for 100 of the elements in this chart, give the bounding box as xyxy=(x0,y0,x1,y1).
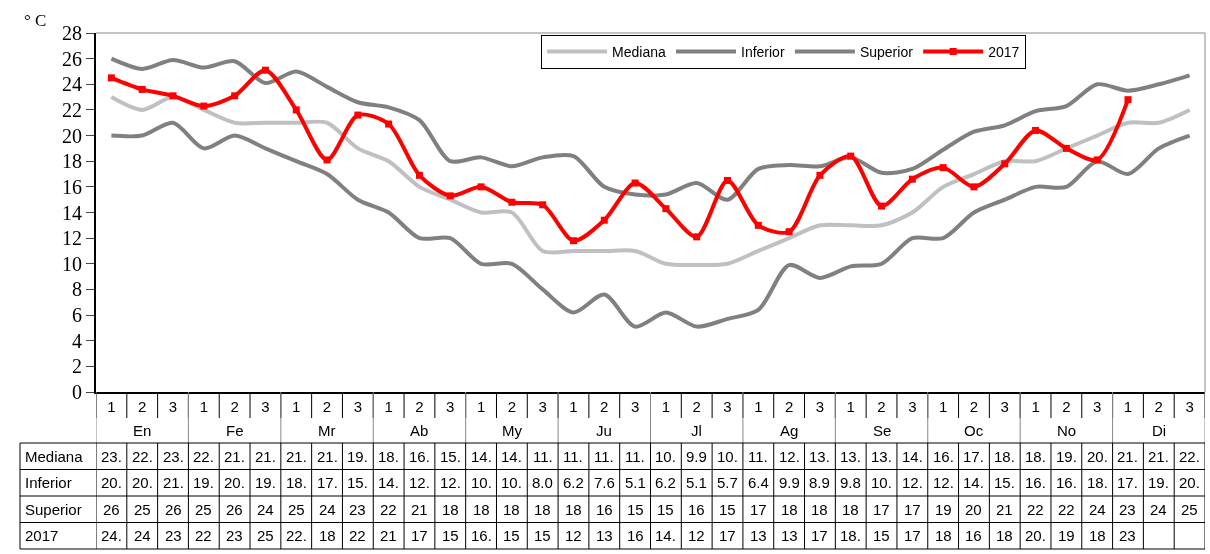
data-label: 22 xyxy=(1027,501,1044,518)
data-label: 22. xyxy=(1179,448,1200,465)
point xyxy=(539,201,547,209)
data-label: 13. xyxy=(840,448,861,465)
data-label: 23. xyxy=(101,448,122,465)
data-label: 21. xyxy=(163,474,184,491)
data-label: 24 xyxy=(257,501,274,518)
y-tick-label: 26 xyxy=(62,47,82,70)
data-label: 24 xyxy=(1089,501,1106,518)
point xyxy=(569,237,577,245)
x-tick-label: 3 xyxy=(1093,398,1102,415)
data-label: 14. xyxy=(902,448,923,465)
data-label: 9.9 xyxy=(779,474,800,491)
data-label: 18. xyxy=(286,474,307,491)
data-label: 17 xyxy=(904,501,921,518)
data-label: 19. xyxy=(255,474,276,491)
data-label: 23 xyxy=(1119,527,1136,544)
data-label: 14. xyxy=(501,448,522,465)
data-label: 26 xyxy=(226,501,243,518)
text: Di xyxy=(1152,422,1167,439)
x-tick-label: 1 xyxy=(107,398,116,415)
point xyxy=(231,92,239,100)
data-label: 13. xyxy=(809,448,830,465)
data-label: 16. xyxy=(933,448,954,465)
y-tick-label: 28 xyxy=(62,22,82,44)
data-label: 12 xyxy=(688,527,705,544)
data-label: 14. xyxy=(471,448,492,465)
data-label: 19. xyxy=(347,448,368,465)
y-axis-title: ° C xyxy=(24,11,47,30)
data-label: 21 xyxy=(411,501,428,518)
x-tick-label: 3 xyxy=(168,398,178,415)
point xyxy=(385,120,393,128)
x-tick-label: 1 xyxy=(292,398,301,415)
data-label: 11. xyxy=(563,448,583,465)
text: Oc xyxy=(964,422,984,439)
data-label: 18 xyxy=(1089,527,1106,544)
data-label: 16 xyxy=(965,527,982,544)
text: Se xyxy=(873,422,892,439)
data-label: 18. xyxy=(1025,448,1046,465)
point xyxy=(200,102,208,110)
data-label: 18 xyxy=(935,527,952,544)
point xyxy=(1093,156,1101,164)
data-label: 18. xyxy=(840,527,861,544)
y-tick-label: 4 xyxy=(72,329,82,352)
text: My xyxy=(502,422,523,439)
x-tick-label: 1 xyxy=(569,398,578,415)
data-label: 17 xyxy=(811,527,828,544)
text: No xyxy=(1057,422,1077,439)
data-label: 15. xyxy=(347,474,368,491)
data-label: 22 xyxy=(349,527,366,544)
y-tick-label: 2 xyxy=(72,355,82,378)
data-label: 20. xyxy=(224,474,245,491)
data-label: 23 xyxy=(349,501,366,518)
x-tick-label: 1 xyxy=(754,398,763,415)
point xyxy=(908,175,916,183)
data-label: 11. xyxy=(594,448,614,465)
x-tick-label: 2 xyxy=(507,398,517,415)
text: Fe xyxy=(226,422,244,439)
data-label: 19 xyxy=(935,501,952,518)
point xyxy=(662,205,670,213)
text: Jl xyxy=(691,422,702,439)
point xyxy=(508,198,516,206)
data-label: 17 xyxy=(719,527,736,544)
data-label: 15 xyxy=(442,527,459,544)
x-tick-label: 3 xyxy=(723,398,732,415)
data-label: 18 xyxy=(565,501,582,518)
point xyxy=(724,176,732,184)
data-label: 20 xyxy=(965,501,982,518)
x-tick-label: 3 xyxy=(815,398,825,415)
data-label: 17 xyxy=(750,501,767,518)
data-label: 12. xyxy=(409,474,430,491)
data-label: 20. xyxy=(1087,448,1108,465)
x-tick-label: 1 xyxy=(938,398,948,415)
data-label: 14. xyxy=(655,527,676,544)
data-label: 10. xyxy=(871,474,892,491)
data-label: 18. xyxy=(378,448,399,465)
x-tick-label: 2 xyxy=(138,398,147,415)
x-tick-label: 3 xyxy=(353,398,363,415)
x-tick-label: 2 xyxy=(1062,398,1071,415)
text: 2017 xyxy=(25,527,59,544)
x-tick-label: 3 xyxy=(1000,398,1009,415)
data-label: 16. xyxy=(409,448,430,465)
data-label: 18 xyxy=(473,501,490,518)
data-label: 7.6 xyxy=(594,474,615,491)
x-tick-label: 1 xyxy=(846,398,855,415)
y-tick-label: 22 xyxy=(62,98,82,121)
data-label: 21. xyxy=(1117,448,1138,465)
x-tick-label: 3 xyxy=(538,398,547,415)
data-label: 13 xyxy=(596,527,613,544)
data-label: 22. xyxy=(286,527,307,544)
point xyxy=(1032,126,1040,134)
x-tick-label: 3 xyxy=(630,398,640,415)
x-tick-label: 3 xyxy=(446,398,455,415)
x-tick-label: 2 xyxy=(692,398,701,415)
x-tick-label: 2 xyxy=(1154,398,1163,415)
data-label: 14. xyxy=(963,474,984,491)
data-label: 20. xyxy=(101,474,122,491)
data-label: 16 xyxy=(596,501,613,518)
data-label: 18. xyxy=(1087,474,1108,491)
x-tick-label: 2 xyxy=(415,398,424,415)
